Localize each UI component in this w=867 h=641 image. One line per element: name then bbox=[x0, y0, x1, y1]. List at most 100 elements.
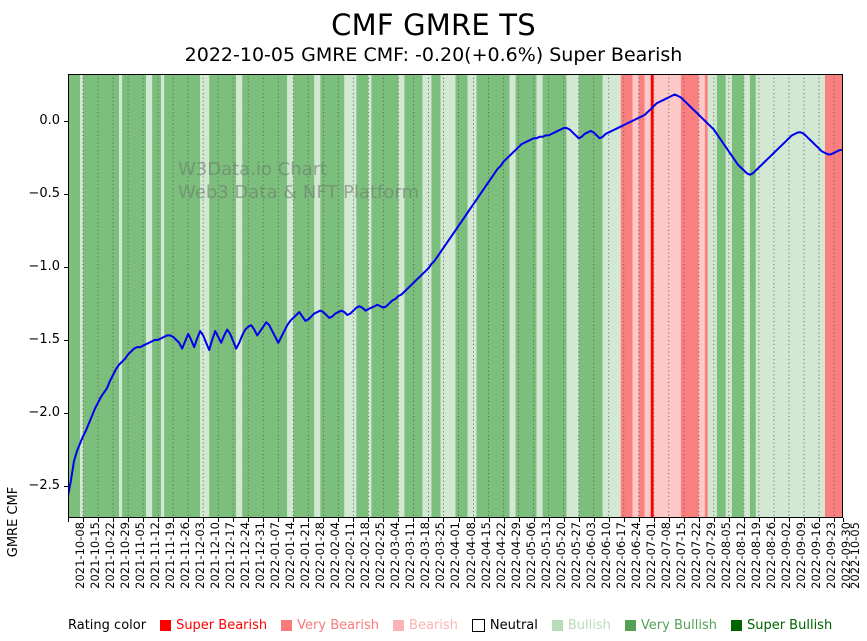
x-axis-tick-label: 2022-06-17 bbox=[613, 522, 628, 589]
x-axis-tick-mark bbox=[218, 518, 220, 522]
rating-band bbox=[749, 74, 756, 518]
x-axis-tick-mark bbox=[143, 518, 145, 522]
rating-band bbox=[632, 74, 639, 518]
x-axis-tick-mark bbox=[473, 518, 475, 522]
legend-item-super-bearish[interactable]: Super Bearish bbox=[160, 618, 267, 633]
x-axis-tick-mark bbox=[128, 518, 130, 522]
legend-item-neutral[interactable]: Neutral bbox=[471, 617, 538, 633]
x-axis-tick-mark bbox=[278, 518, 280, 522]
x-axis-tick-mark bbox=[458, 518, 460, 522]
x-axis-tick-mark bbox=[263, 518, 265, 522]
y-axis-tick-label: −0.5 bbox=[28, 185, 60, 201]
x-axis-tick-mark bbox=[98, 518, 100, 522]
y-axis-tick-label: −1.5 bbox=[28, 331, 60, 347]
rating-band bbox=[707, 74, 717, 518]
y-axis-label: GMRE CMF bbox=[6, 486, 21, 558]
x-axis-tick-label: 2022-07-08 bbox=[658, 522, 673, 589]
legend-item-very-bearish[interactable]: Very Bearish bbox=[281, 618, 379, 633]
legend-swatch-icon bbox=[730, 619, 742, 631]
x-axis-tick-mark bbox=[248, 518, 250, 522]
x-axis-tick-mark bbox=[83, 518, 85, 522]
x-axis-tick-label: 2022-02-04 bbox=[328, 522, 343, 589]
rating-band bbox=[200, 74, 210, 518]
x-axis-tick-label: 2021-12-10 bbox=[208, 522, 223, 589]
legend-swatch-icon bbox=[393, 619, 405, 631]
cmf-series-line bbox=[68, 93, 843, 498]
x-axis-tick-label: 2022-03-04 bbox=[388, 522, 403, 589]
x-axis-tick-label: 2022-10-05 bbox=[848, 522, 862, 589]
x-axis-tick-mark bbox=[428, 518, 430, 522]
legend-item-bullish[interactable]: Bullish bbox=[551, 617, 611, 633]
legend-swatch-icon bbox=[471, 618, 485, 632]
x-axis-tick-label: 2022-09-16 bbox=[808, 522, 823, 589]
x-axis-tick-mark bbox=[653, 518, 655, 522]
legend-swatch-icon bbox=[281, 619, 293, 631]
rating-band bbox=[536, 74, 543, 518]
rating-band bbox=[644, 74, 651, 518]
legend-item-very-bullish[interactable]: Very Bullish bbox=[624, 618, 717, 633]
x-axis-tick-label: 2021-10-29 bbox=[118, 522, 133, 589]
x-axis-tick-label: 2021-12-31 bbox=[253, 522, 268, 589]
x-axis-tick-mark bbox=[188, 518, 190, 522]
rating-band bbox=[293, 74, 315, 518]
y-axis-tick-mark bbox=[64, 339, 68, 341]
rating-band bbox=[476, 74, 510, 518]
y-axis-tick-label: 0.0 bbox=[39, 112, 60, 128]
legend-item-bearish[interactable]: Bearish bbox=[393, 618, 458, 633]
rating-band bbox=[515, 74, 537, 518]
x-axis-tick-label: 2022-09-23 bbox=[823, 522, 838, 589]
x-axis-tick-mark bbox=[503, 518, 505, 522]
x-axis-tick-label: 2022-06-03 bbox=[583, 522, 598, 589]
rating-band bbox=[638, 74, 645, 518]
rating-band bbox=[440, 74, 456, 518]
rating-band bbox=[404, 74, 423, 518]
x-axis-tick-label: 2022-07-01 bbox=[643, 522, 658, 589]
x-axis-tick-mark bbox=[308, 518, 310, 522]
rating-band bbox=[509, 74, 516, 518]
x-axis-tick-mark bbox=[788, 518, 790, 522]
x-axis-tick-mark bbox=[488, 518, 490, 522]
x-axis-tick-label: 2022-08-05 bbox=[718, 522, 733, 589]
x-axis-tick-mark bbox=[233, 518, 235, 522]
rating-color-legend: Rating color Super Bearish Very Bearish Be… bbox=[68, 613, 867, 637]
x-axis-tick-label: 2022-05-13 bbox=[538, 522, 553, 589]
x-axis-tick-mark bbox=[668, 518, 670, 522]
x-axis-tick-label: 2022-01-21 bbox=[298, 522, 313, 589]
x-axis-tick-label: 2021-11-26 bbox=[178, 522, 193, 589]
x-axis-tick-mark bbox=[623, 518, 625, 522]
x-axis-tick-label: 2022-06-10 bbox=[598, 522, 613, 589]
rating-band bbox=[716, 74, 726, 518]
rating-band bbox=[431, 74, 441, 518]
rating-band bbox=[344, 74, 357, 518]
rating-band bbox=[566, 74, 579, 518]
rating-band bbox=[146, 74, 153, 518]
x-axis-tick-mark bbox=[843, 518, 844, 522]
x-axis-tick-label: 2022-03-11 bbox=[403, 522, 418, 589]
legend-label: Very Bearish bbox=[297, 617, 380, 633]
x-axis-tick-mark bbox=[698, 518, 700, 522]
legend-item-super-bullish[interactable]: Super Bullish bbox=[730, 618, 832, 633]
x-axis-tick-label: 2022-05-20 bbox=[553, 522, 568, 589]
legend-label: Neutral bbox=[489, 617, 538, 633]
rating-band bbox=[650, 74, 654, 518]
x-axis-tick-label: 2022-08-19 bbox=[748, 522, 763, 589]
x-axis-tick-label: 2022-02-25 bbox=[373, 522, 388, 589]
chart-title: CMF GMRE TS bbox=[331, 8, 536, 42]
x-axis-tick-label: 2021-12-17 bbox=[223, 522, 238, 589]
rating-bands-layer bbox=[68, 74, 843, 518]
x-axis-tick-label: 2022-08-26 bbox=[763, 522, 778, 589]
x-axis-tick-mark bbox=[773, 518, 775, 522]
rating-band bbox=[80, 74, 84, 518]
y-axis-tick-label: −2.5 bbox=[28, 477, 60, 493]
legend-title: Rating color bbox=[68, 617, 147, 633]
rating-band bbox=[371, 74, 399, 518]
x-axis-tick-label: 2022-08-12 bbox=[733, 522, 748, 589]
rating-band bbox=[620, 74, 633, 518]
x-axis-tick-label: 2022-05-27 bbox=[568, 522, 583, 589]
legend-label: Bullish bbox=[567, 617, 611, 633]
x-axis-tick-mark bbox=[398, 518, 400, 522]
rating-band bbox=[287, 74, 294, 518]
rating-band bbox=[743, 74, 750, 518]
x-axis-tick-mark bbox=[293, 518, 295, 522]
